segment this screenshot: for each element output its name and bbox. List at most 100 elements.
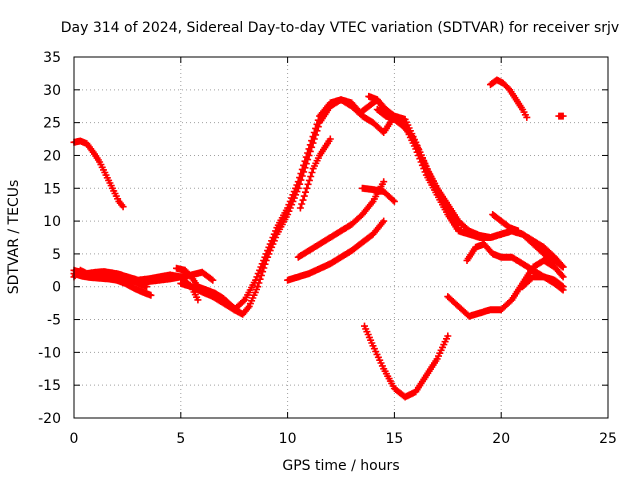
data-point — [264, 252, 268, 256]
data-point — [510, 298, 514, 302]
data-point — [190, 285, 193, 289]
data-point — [318, 154, 322, 157]
data-point — [435, 186, 439, 190]
data-point — [158, 275, 161, 279]
data-point — [200, 290, 204, 294]
series-track-18 — [489, 211, 522, 235]
data-point — [190, 275, 193, 279]
y-axis-label: SDTVAR / TECUs — [6, 180, 22, 295]
data-point — [489, 83, 492, 86]
data-point — [371, 188, 375, 191]
data-point — [478, 234, 482, 237]
data-point — [514, 98, 518, 102]
data-point — [132, 286, 136, 290]
data-point — [553, 278, 556, 282]
data-point — [296, 255, 300, 259]
data-point — [111, 186, 114, 190]
data-point — [531, 242, 535, 246]
data-point — [324, 144, 328, 148]
data-point — [98, 160, 102, 164]
series-markers — [230, 96, 567, 314]
series-track-08 — [230, 96, 567, 314]
data-point — [149, 293, 153, 297]
y-tick-label: 20 — [43, 148, 61, 164]
series-markers — [555, 112, 567, 120]
data-point — [339, 229, 343, 233]
data-point — [382, 131, 386, 134]
data-point — [200, 270, 204, 274]
data-point — [179, 282, 183, 285]
data-point — [360, 213, 364, 216]
data-point — [418, 150, 422, 154]
series-track-05 — [113, 270, 202, 304]
data-point — [478, 311, 482, 315]
data-point — [499, 308, 503, 312]
y-tick-label: -10 — [38, 345, 61, 361]
data-point — [275, 226, 279, 230]
data-point — [384, 114, 388, 118]
data-point — [168, 273, 172, 277]
data-point — [307, 272, 311, 275]
data-point — [521, 262, 524, 266]
data-point — [457, 305, 460, 308]
data-point — [474, 245, 477, 249]
data-point — [382, 108, 386, 111]
data-point — [491, 252, 495, 256]
data-point — [446, 213, 450, 216]
data-point — [375, 98, 379, 102]
data-point — [531, 275, 535, 279]
data-point — [286, 206, 289, 210]
series-track-11 — [284, 217, 388, 284]
data-point — [553, 259, 556, 262]
x-tick-label: 15 — [385, 431, 403, 447]
x-tick-label: 20 — [492, 431, 510, 447]
data-point — [516, 229, 520, 233]
data-point — [561, 114, 565, 118]
y-tick-label: 0 — [52, 280, 61, 296]
data-point — [501, 81, 505, 85]
data-point — [393, 200, 396, 203]
data-point — [79, 139, 82, 143]
series-track-19 — [487, 76, 531, 121]
data-point — [521, 232, 524, 236]
data-point — [117, 200, 121, 203]
y-tick-label: 25 — [43, 116, 61, 132]
data-point — [401, 124, 405, 128]
data-point — [243, 298, 247, 302]
plot-frame — [73, 56, 609, 419]
data-point — [299, 206, 302, 210]
data-point — [350, 222, 354, 226]
data-point — [111, 271, 114, 275]
data-point — [256, 285, 260, 289]
x-tick-label: 0 — [70, 431, 79, 447]
data-point — [491, 213, 495, 216]
data-point — [102, 270, 106, 274]
data-point — [175, 266, 178, 270]
data-point — [232, 308, 236, 312]
data-point — [211, 278, 215, 282]
y-tick-label: -15 — [38, 378, 61, 394]
data-point — [318, 114, 322, 118]
data-point — [91, 150, 95, 154]
data-point — [489, 236, 492, 239]
data-point — [254, 278, 257, 282]
data-point — [367, 94, 371, 98]
data-point — [435, 357, 439, 361]
series-markers — [70, 137, 127, 211]
series-track-07 — [177, 96, 462, 318]
x-tick-label: 25 — [599, 431, 617, 447]
data-point — [525, 115, 529, 119]
data-point — [446, 295, 450, 298]
data-point — [222, 301, 225, 305]
chart-title: Day 314 of 2024, Sidereal Day-to-day VTE… — [61, 20, 619, 36]
y-tick-label: 10 — [43, 214, 61, 230]
series-track-09 — [296, 135, 334, 212]
data-point — [499, 232, 503, 236]
data-point — [371, 200, 375, 203]
data-point — [121, 205, 125, 209]
data-point — [350, 249, 354, 253]
data-point — [457, 229, 460, 233]
data-point — [542, 245, 546, 249]
data-point — [557, 114, 561, 118]
